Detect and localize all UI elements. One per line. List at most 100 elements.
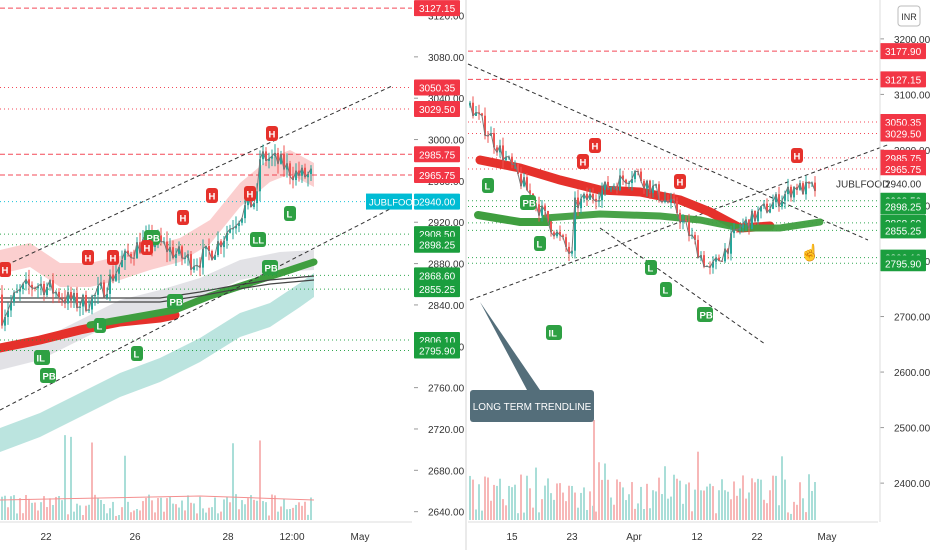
volume-bar bbox=[475, 509, 477, 520]
volume-bar bbox=[589, 491, 591, 520]
price-tag[interactable]: 3177.90 bbox=[880, 43, 926, 60]
price-tag-value: 3029.50 bbox=[419, 105, 456, 116]
volume-bar bbox=[148, 494, 150, 520]
candle-body bbox=[652, 185, 654, 193]
price-tag[interactable]: 2898.25 bbox=[414, 236, 460, 253]
candle-body bbox=[304, 167, 306, 178]
price-tag[interactable]: 3050.35 bbox=[414, 79, 460, 96]
price-tag[interactable]: 2855.25 bbox=[414, 281, 460, 298]
volume-bar bbox=[739, 488, 741, 520]
candle-body bbox=[544, 205, 546, 211]
volume-bar bbox=[193, 503, 195, 520]
candle-body bbox=[112, 274, 114, 281]
time-tick-label: May bbox=[351, 532, 370, 543]
price-tag-bg bbox=[880, 198, 926, 215]
candle-body bbox=[91, 296, 93, 310]
price-tag-bg bbox=[880, 222, 926, 239]
candle-body bbox=[244, 205, 246, 219]
candle-body bbox=[748, 219, 750, 230]
volume-bar bbox=[154, 512, 156, 520]
left-time-axis[interactable]: 22 26 28 12:00 May bbox=[0, 521, 412, 543]
volume-bar bbox=[769, 490, 771, 520]
candle-body bbox=[103, 282, 105, 298]
volume-bar bbox=[127, 501, 129, 520]
candle-body bbox=[496, 147, 498, 153]
price-tag-value: 2985.75 bbox=[885, 154, 922, 165]
price-tag-bg bbox=[414, 166, 460, 183]
candle-body bbox=[52, 280, 54, 294]
volume-bar bbox=[586, 509, 588, 520]
pattern-marker-bg bbox=[107, 250, 119, 265]
volume-bar bbox=[634, 508, 636, 520]
volume-bar bbox=[685, 484, 687, 520]
pattern-marker-bg bbox=[266, 126, 278, 141]
candle-body bbox=[82, 294, 84, 307]
price-tag[interactable]: 3127.15 bbox=[880, 71, 926, 88]
left-price-axis[interactable]: 3120.003080.003040.003000.002960.002920.… bbox=[366, 0, 465, 519]
pattern-marker-label: H bbox=[180, 214, 187, 225]
candle-body bbox=[85, 294, 87, 311]
volume-bar bbox=[52, 504, 54, 520]
price-tag[interactable]: 2965.75 bbox=[880, 160, 926, 177]
price-tag[interactable]: 3029.50 bbox=[414, 101, 460, 118]
volume-bar bbox=[187, 495, 189, 520]
volume-bar bbox=[472, 479, 474, 520]
price-tag-bg bbox=[414, 267, 460, 284]
price-tag[interactable]: 2940.00 bbox=[414, 193, 460, 210]
price-tag[interactable]: 3127.15 bbox=[414, 0, 460, 17]
price-tag-value: 3127.15 bbox=[419, 4, 456, 15]
trendline-annotation[interactable]: LONG TERM TRENDLINE bbox=[470, 302, 594, 422]
candle-body bbox=[67, 292, 69, 304]
volume-bar bbox=[703, 490, 705, 520]
volume-bar bbox=[160, 497, 162, 520]
right-price-axis[interactable]: INR☝3200.003100.003000.002900.002800.002… bbox=[800, 5, 931, 490]
volume-bar bbox=[82, 515, 84, 520]
price-tag[interactable]: 3029.50 bbox=[880, 125, 926, 142]
price-tag[interactable]: 2795.90 bbox=[414, 342, 460, 359]
candle-body bbox=[676, 200, 678, 213]
price-tag[interactable]: 2965.75 bbox=[414, 166, 460, 183]
price-tick-label: 3000.00 bbox=[428, 136, 465, 147]
volume-bar bbox=[103, 504, 105, 520]
candle-body bbox=[658, 184, 660, 200]
candle-body bbox=[697, 239, 699, 258]
volume-bar bbox=[124, 455, 126, 520]
volume-bar bbox=[544, 485, 546, 520]
candle-body bbox=[685, 219, 687, 222]
volume-bar bbox=[16, 513, 18, 520]
candle-body bbox=[46, 286, 48, 296]
time-tick-label: 28 bbox=[222, 532, 234, 543]
pattern-marker: L bbox=[482, 178, 494, 193]
volume-bar bbox=[622, 487, 624, 520]
pattern-marker-bg bbox=[141, 240, 153, 255]
volume-bar bbox=[1, 496, 3, 520]
currency-badge[interactable]: INR bbox=[897, 5, 921, 27]
price-tag[interactable]: 2940.00 bbox=[880, 175, 926, 192]
price-tag[interactable]: 2985.75 bbox=[414, 146, 460, 163]
price-tag[interactable]: 2868.60 bbox=[414, 267, 460, 284]
candle-body bbox=[205, 246, 207, 249]
volume-bar bbox=[172, 503, 174, 520]
candle-body bbox=[262, 151, 264, 160]
volume-bar bbox=[274, 495, 276, 520]
symbol-tag-bg bbox=[366, 193, 412, 210]
candle-body bbox=[529, 190, 531, 194]
candle-body bbox=[238, 222, 240, 226]
price-tag[interactable]: 2855.25 bbox=[880, 222, 926, 239]
price-tag[interactable]: 2898.25 bbox=[880, 198, 926, 215]
price-tag[interactable]: 2795.90 bbox=[880, 255, 926, 272]
volume-bar bbox=[118, 515, 120, 520]
right-time-axis[interactable]: 15 23 Apr 12 22 May bbox=[468, 0, 881, 543]
volume-bar bbox=[553, 499, 555, 520]
candle-body bbox=[805, 181, 807, 195]
candle-body bbox=[604, 181, 606, 190]
volume-bar bbox=[268, 515, 270, 520]
pattern-marker: H bbox=[107, 250, 119, 265]
volume-bar bbox=[130, 512, 132, 520]
channel-lower bbox=[599, 227, 766, 345]
volume-bar bbox=[13, 495, 15, 520]
volume-bar bbox=[778, 505, 780, 520]
